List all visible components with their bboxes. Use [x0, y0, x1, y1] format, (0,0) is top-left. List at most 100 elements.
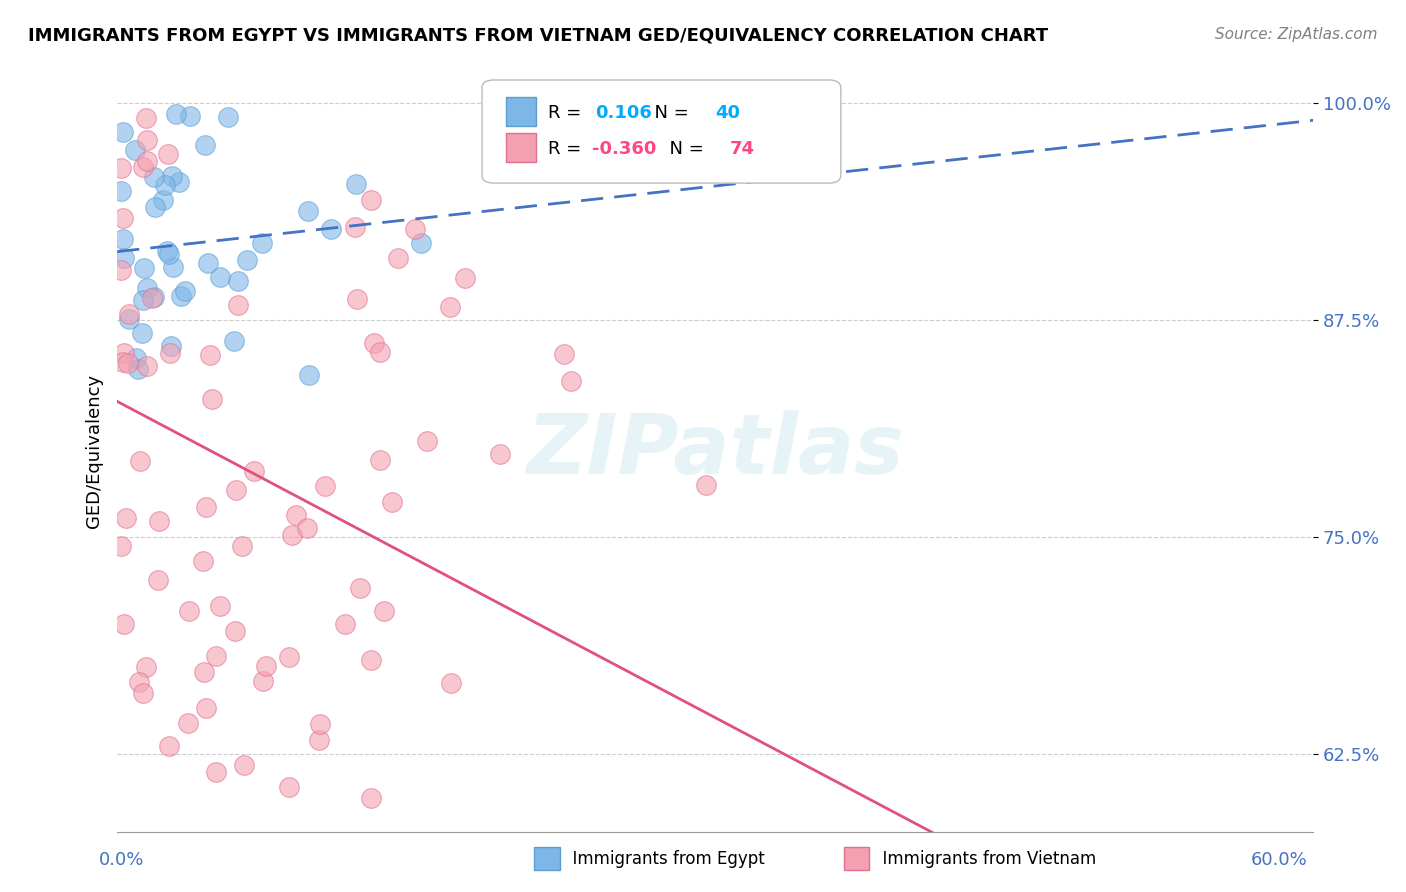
Point — [285, 508, 308, 522]
Point — [360, 791, 382, 805]
Y-axis label: GED/Equivalency: GED/Equivalency — [86, 374, 103, 527]
Point — [112, 126, 135, 140]
Point — [208, 269, 231, 284]
Bar — [506, 97, 536, 126]
Point — [152, 193, 174, 207]
Point — [368, 452, 391, 467]
Point — [114, 617, 136, 632]
Point — [228, 298, 250, 312]
Point — [135, 359, 157, 373]
Text: N =: N = — [644, 103, 695, 122]
Point — [146, 573, 169, 587]
FancyBboxPatch shape — [482, 80, 841, 183]
Text: 60.0%: 60.0% — [1251, 851, 1308, 869]
Point — [256, 658, 278, 673]
Point — [197, 256, 219, 270]
Point — [176, 715, 198, 730]
Point — [111, 232, 134, 246]
Point — [169, 289, 191, 303]
Point — [319, 222, 342, 236]
Point — [411, 235, 433, 250]
Point — [224, 624, 246, 639]
Point — [695, 478, 717, 492]
Point — [157, 246, 180, 260]
Point — [252, 235, 274, 250]
Point — [226, 274, 249, 288]
Point — [277, 780, 299, 794]
Point — [297, 521, 319, 535]
Point — [112, 252, 135, 266]
Point — [160, 338, 183, 352]
Point — [343, 220, 366, 235]
Point — [209, 599, 232, 614]
Point — [416, 434, 439, 449]
Point — [157, 146, 180, 161]
Text: 0.0%: 0.0% — [98, 851, 143, 869]
Point — [373, 604, 395, 618]
Text: Source: ZipAtlas.com: Source: ZipAtlas.com — [1215, 27, 1378, 42]
Point — [381, 495, 404, 509]
Text: 74: 74 — [730, 140, 755, 158]
Point — [128, 454, 150, 468]
Point — [110, 184, 132, 198]
Point — [560, 374, 582, 388]
Point — [387, 251, 409, 265]
Point — [404, 222, 426, 236]
Point — [233, 757, 256, 772]
Point — [159, 346, 181, 360]
Bar — [506, 133, 536, 161]
Point — [153, 178, 176, 193]
Point — [157, 739, 180, 754]
Point — [110, 539, 132, 553]
Point — [132, 293, 155, 307]
Point — [132, 686, 155, 700]
Point — [231, 539, 253, 553]
Point — [145, 200, 167, 214]
Point — [112, 346, 135, 360]
Point — [127, 361, 149, 376]
Point — [110, 263, 132, 277]
Point — [111, 211, 134, 226]
Point — [195, 500, 218, 515]
Text: R =: R = — [548, 103, 586, 122]
Point — [360, 193, 382, 207]
Point — [349, 581, 371, 595]
Text: IMMIGRANTS FROM EGYPT VS IMMIGRANTS FROM VIETNAM GED/EQUIVALENCY CORRELATION CHA: IMMIGRANTS FROM EGYPT VS IMMIGRANTS FROM… — [28, 27, 1049, 45]
Point — [225, 483, 247, 497]
Point — [363, 336, 385, 351]
Point — [201, 392, 224, 406]
Point — [205, 648, 228, 663]
Point — [156, 244, 179, 258]
Point — [110, 161, 132, 176]
Point — [280, 528, 302, 542]
Point — [124, 143, 146, 157]
Point — [177, 604, 200, 618]
Point — [191, 554, 214, 568]
Point — [308, 717, 330, 731]
Point — [143, 290, 166, 304]
Point — [135, 111, 157, 125]
Point — [193, 665, 215, 679]
Point — [128, 674, 150, 689]
Point — [344, 177, 367, 191]
Point — [148, 514, 170, 528]
Point — [117, 356, 139, 370]
Point — [308, 733, 330, 747]
Point — [162, 260, 184, 275]
Point — [165, 107, 187, 121]
Point — [236, 253, 259, 268]
Text: -0.360: -0.360 — [592, 140, 657, 158]
Point — [314, 478, 336, 492]
Point — [134, 260, 156, 275]
Point — [135, 153, 157, 168]
Point — [368, 345, 391, 359]
Point — [360, 653, 382, 667]
Point — [297, 204, 319, 219]
Point — [333, 617, 356, 632]
Text: Immigrants from Egypt: Immigrants from Egypt — [562, 850, 765, 868]
Point — [222, 334, 245, 348]
Point — [439, 300, 461, 314]
Text: 0.106: 0.106 — [596, 103, 652, 122]
Point — [195, 701, 218, 715]
Point — [117, 311, 139, 326]
